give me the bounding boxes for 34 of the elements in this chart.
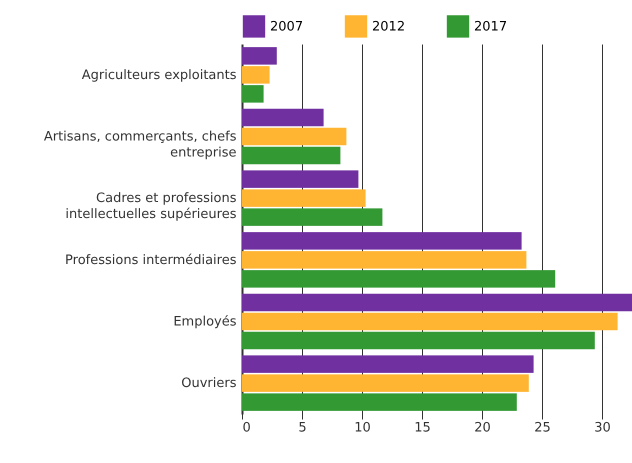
legend-label: 2017 — [474, 19, 508, 34]
bar — [242, 270, 556, 288]
x-tick-label: 30 — [594, 420, 611, 436]
legend-label: 2012 — [372, 19, 406, 34]
bar — [242, 232, 522, 250]
bar — [242, 146, 340, 164]
bar — [242, 85, 264, 103]
x-tick-label: 20 — [474, 420, 491, 436]
y-tick-label: Professions intermédiaires — [65, 252, 237, 268]
bar — [242, 108, 324, 126]
bar — [242, 170, 358, 188]
bar — [242, 66, 270, 84]
bar — [242, 332, 595, 350]
bar — [242, 374, 529, 392]
bar — [242, 393, 517, 411]
x-tick-label: 15 — [414, 420, 431, 436]
bar — [242, 312, 618, 330]
bar — [242, 355, 534, 373]
y-tick-label: Artisans, commerçants, chefs entreprise — [44, 130, 237, 160]
y-tick-label: Ouvriers — [181, 376, 237, 392]
bar — [242, 251, 526, 269]
bar — [242, 47, 277, 65]
bar — [242, 294, 632, 312]
bar — [242, 208, 382, 226]
legend-label: 2007 — [270, 19, 304, 34]
x-tick-label: 5 — [298, 420, 307, 436]
y-tick-label: Cadres et professions intellectuelles supérieures — [65, 191, 237, 222]
x-tick-label: 10 — [354, 420, 371, 436]
x-tick-label: 25 — [534, 420, 551, 436]
bar — [242, 128, 346, 146]
x-tick-label: 0 — [242, 420, 251, 436]
bar — [242, 189, 366, 207]
y-tick-label: Employés — [173, 314, 237, 330]
y-tick-label: Agriculteurs exploitants — [82, 68, 237, 83]
